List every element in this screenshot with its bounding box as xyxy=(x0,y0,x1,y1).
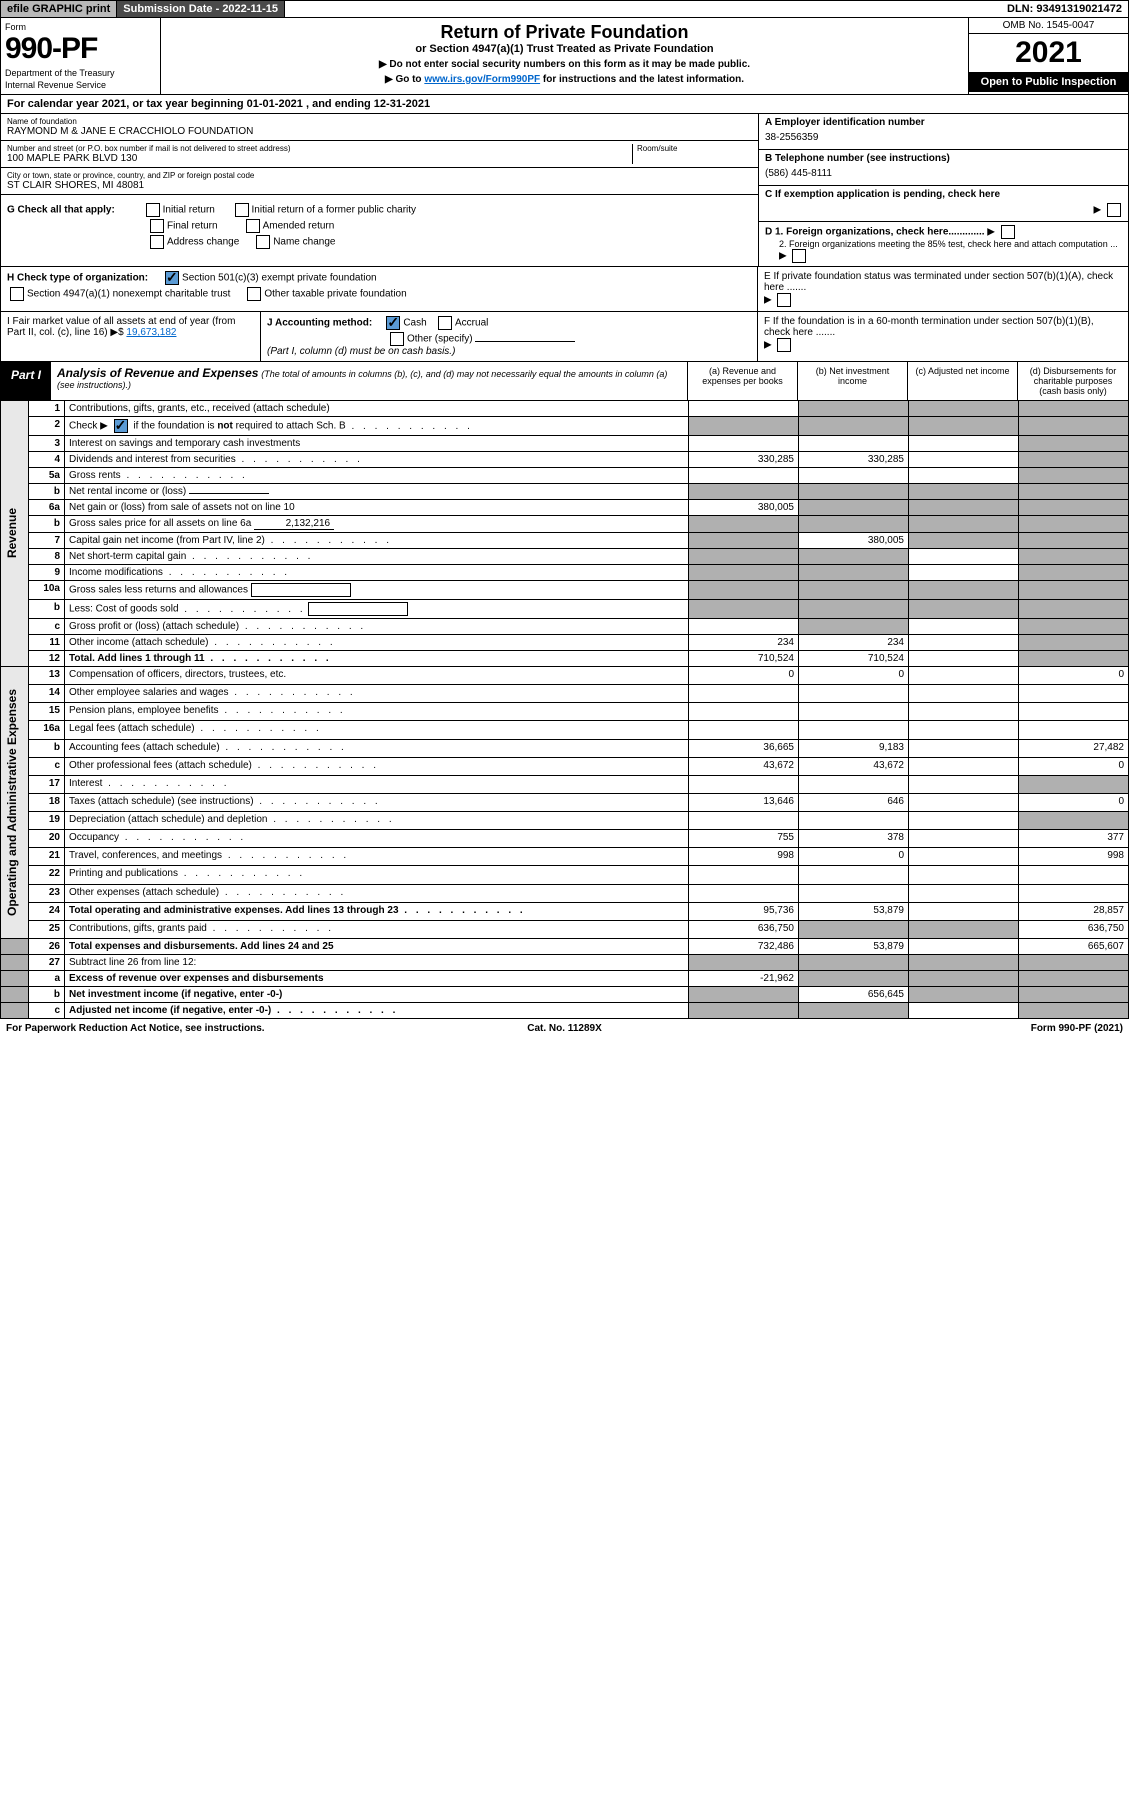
h-row: H Check type of organization: Section 50… xyxy=(0,267,1129,312)
tel-label: B Telephone number (see instructions) xyxy=(765,153,1122,164)
chk-60month[interactable] xyxy=(777,338,791,352)
dept-treasury: Department of the Treasury xyxy=(5,68,156,78)
tax-year: 2021 xyxy=(969,34,1128,72)
chk-cash[interactable] xyxy=(386,316,400,330)
open-inspection: Open to Public Inspection xyxy=(969,72,1128,92)
foundation-name: RAYMOND M & JANE E CRACCHIOLO FOUNDATION xyxy=(7,126,752,137)
form-header: Form 990-PF Department of the Treasury I… xyxy=(0,18,1129,95)
chk-address-change[interactable] xyxy=(150,235,164,249)
chk-exemption-pending[interactable] xyxy=(1107,203,1121,217)
col-d-head: (d) Disbursements for charitable purpose… xyxy=(1018,362,1128,400)
part1-label: Part I xyxy=(1,362,51,400)
col-c-head: (c) Adjusted net income xyxy=(908,362,1018,400)
street-address: 100 MAPLE PARK BLVD 130 xyxy=(7,153,632,164)
chk-other-taxable[interactable] xyxy=(247,287,261,301)
entity-info: Name of foundation RAYMOND M & JANE E CR… xyxy=(0,114,1129,267)
city-label: City or town, state or province, country… xyxy=(7,171,752,180)
chk-sch-b[interactable] xyxy=(114,419,128,433)
part1-title: Analysis of Revenue and Expenses xyxy=(57,366,258,380)
revenue-side-label: Revenue xyxy=(5,488,19,578)
form-number: 990-PF xyxy=(5,32,156,66)
chk-final-return[interactable] xyxy=(150,219,164,233)
chk-status-terminated[interactable] xyxy=(777,293,791,307)
chk-other-method[interactable] xyxy=(390,332,404,346)
f-label: F If the foundation is in a 60-month ter… xyxy=(764,316,1094,338)
col-b-head: (b) Net investment income xyxy=(798,362,908,400)
chk-amended-return[interactable] xyxy=(246,219,260,233)
part1-table: Revenue 1Contributions, gifts, grants, e… xyxy=(0,401,1129,1019)
part1-header: Part I Analysis of Revenue and Expenses … xyxy=(0,362,1129,401)
g-check-all: G Check all that apply: Initial return I… xyxy=(7,203,752,217)
chk-initial-former[interactable] xyxy=(235,203,249,217)
footer: For Paperwork Reduction Act Notice, see … xyxy=(0,1019,1129,1038)
d2-label: 2. Foreign organizations meeting the 85%… xyxy=(779,239,1118,249)
calendar-year-row: For calendar year 2021, or tax year begi… xyxy=(0,95,1129,114)
chk-name-change[interactable] xyxy=(256,235,270,249)
form-label: Form xyxy=(5,22,156,32)
omb-number: OMB No. 1545-0047 xyxy=(969,18,1128,34)
topbar: efile GRAPHIC print Submission Date - 20… xyxy=(0,0,1129,18)
chk-accrual[interactable] xyxy=(438,316,452,330)
city-state-zip: ST CLAIR SHORES, MI 48081 xyxy=(7,180,752,191)
dln-label: DLN: 93491319021472 xyxy=(1001,1,1128,17)
chk-initial-return[interactable] xyxy=(146,203,160,217)
ein-value: 38-2556359 xyxy=(765,132,1122,143)
form-ref: Form 990-PF (2021) xyxy=(751,1023,1123,1034)
name-label: Name of foundation xyxy=(7,117,752,126)
c-label: C If exemption application is pending, c… xyxy=(765,189,1000,200)
room-label: Room/suite xyxy=(637,144,752,153)
irs-link[interactable]: www.irs.gov/Form990PF xyxy=(424,74,540,85)
tel-value: (586) 445-8111 xyxy=(765,168,1122,179)
cat-no: Cat. No. 11289X xyxy=(378,1023,750,1034)
goto-note: ▶ Go to www.irs.gov/Form990PF for instru… xyxy=(169,74,960,85)
ein-label: A Employer identification number xyxy=(765,117,1122,128)
ij-row: I Fair market value of all assets at end… xyxy=(0,312,1129,362)
submission-date: Submission Date - 2022-11-15 xyxy=(117,1,285,17)
expenses-side-label: Operating and Administrative Expenses xyxy=(5,669,19,936)
j-note: (Part I, column (d) must be on cash basi… xyxy=(267,346,751,357)
chk-4947a1[interactable] xyxy=(10,287,24,301)
ssn-warning: ▶ Do not enter social security numbers o… xyxy=(169,59,960,70)
addr-label: Number and street (or P.O. box number if… xyxy=(7,144,632,153)
efile-label[interactable]: efile GRAPHIC print xyxy=(1,1,117,17)
paperwork-notice: For Paperwork Reduction Act Notice, see … xyxy=(6,1023,378,1034)
e-label: E If private foundation status was termi… xyxy=(764,271,1113,293)
col-a-head: (a) Revenue and expenses per books xyxy=(688,362,798,400)
fmv-value[interactable]: 19,673,182 xyxy=(126,327,176,338)
chk-foreign-org[interactable] xyxy=(1001,225,1015,239)
d1-label: D 1. Foreign organizations, check here..… xyxy=(765,227,985,238)
chk-501c3[interactable] xyxy=(165,271,179,285)
form-subtitle: or Section 4947(a)(1) Trust Treated as P… xyxy=(169,43,960,55)
i-label: I Fair market value of all assets at end… xyxy=(7,316,235,338)
form-title: Return of Private Foundation xyxy=(169,22,960,43)
dept-irs: Internal Revenue Service xyxy=(5,80,156,90)
chk-foreign-85[interactable] xyxy=(792,249,806,263)
